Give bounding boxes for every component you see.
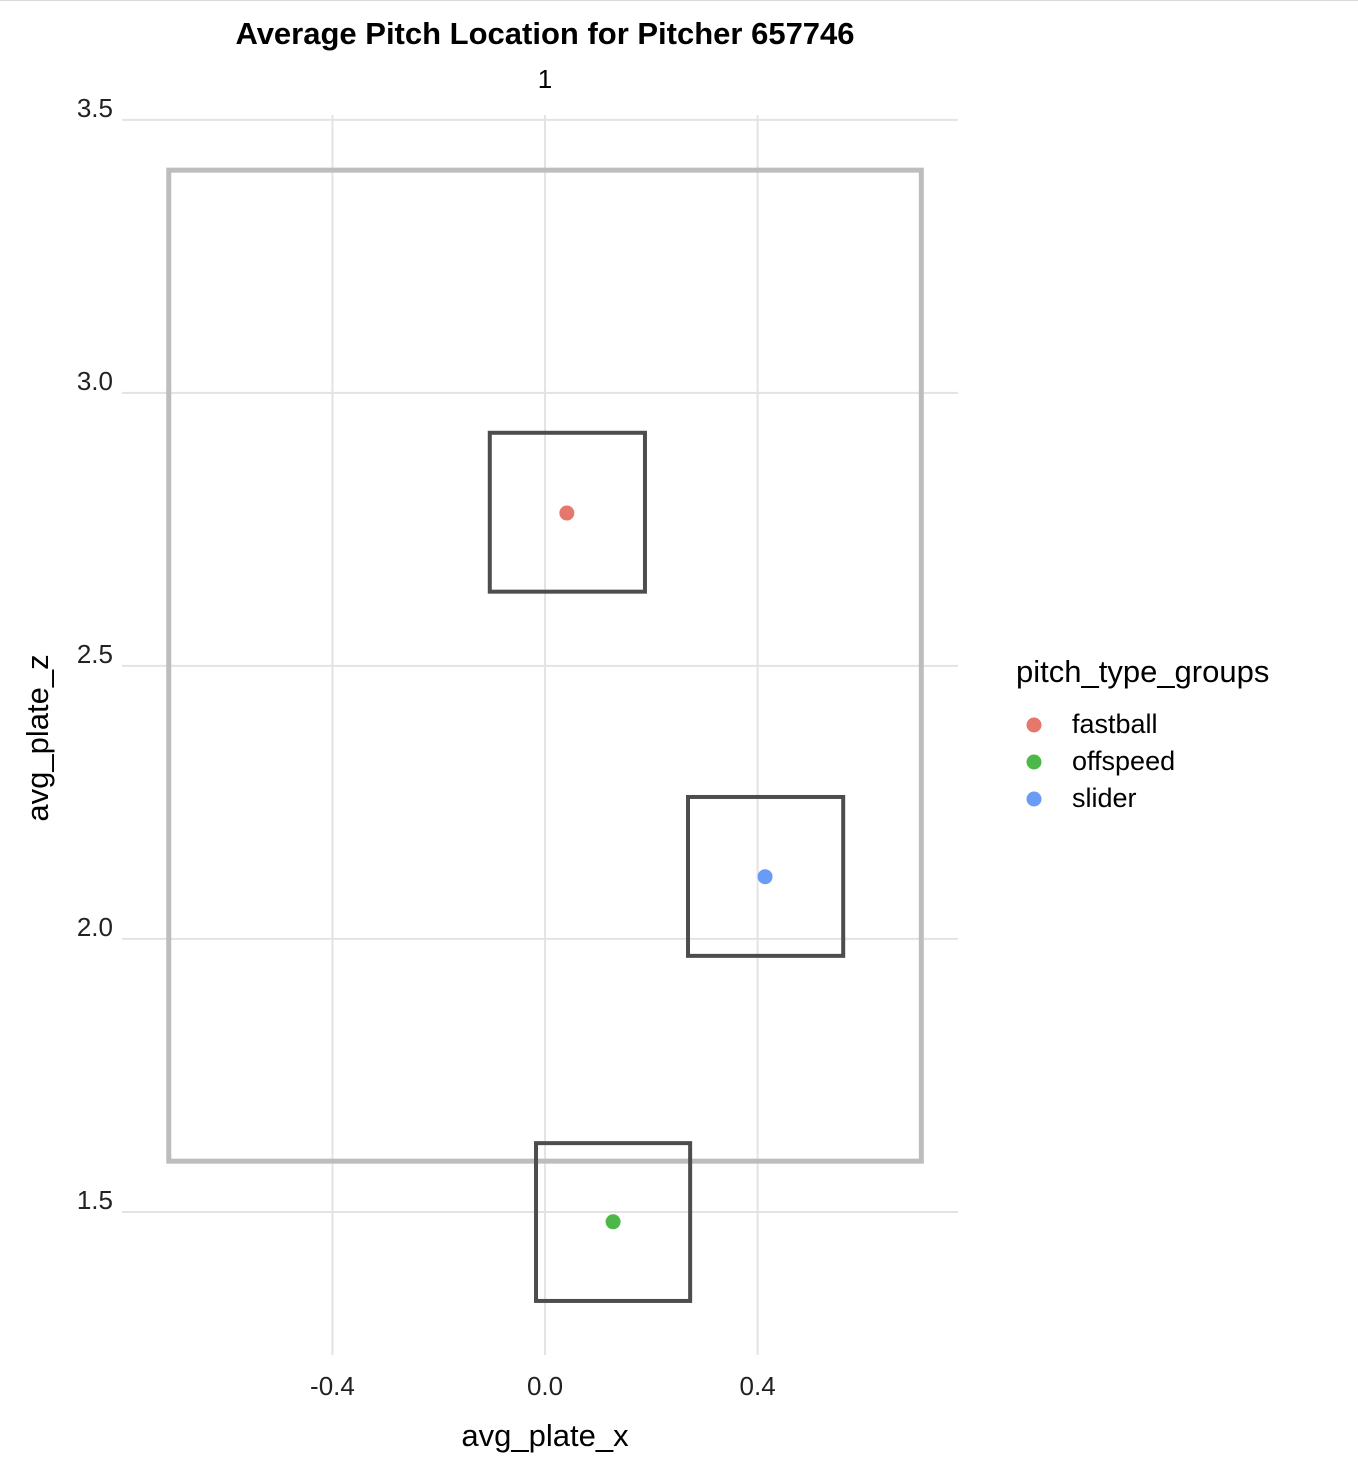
point — [605, 1214, 621, 1230]
strike-zone — [166, 167, 924, 1164]
x-axis-title: avg_plate_x — [461, 1418, 629, 1453]
x-tick-label: 0.4 — [740, 1371, 776, 1401]
x-tick-label: 0.0 — [527, 1371, 563, 1401]
range-box — [686, 794, 846, 958]
facet-label: 1 — [538, 64, 552, 94]
point — [757, 869, 773, 885]
legend-marker — [1026, 791, 1042, 807]
point — [559, 505, 575, 521]
legend-marker — [1026, 717, 1042, 733]
range-box — [487, 430, 647, 594]
range-box — [534, 1141, 693, 1303]
y-axis-title: avg_plate_z — [20, 654, 55, 821]
legend-label: fastball — [1072, 709, 1158, 739]
legend-label: offspeed — [1072, 746, 1175, 776]
y-tick-label: 2.5 — [77, 639, 113, 669]
y-tick-label: 3.0 — [77, 366, 113, 396]
y-tick-label: 1.5 — [77, 1185, 113, 1215]
chart-title: Average Pitch Location for Pitcher 65774… — [235, 16, 854, 51]
y-tick-label: 2.0 — [77, 912, 113, 942]
legend-title: pitch_type_groups — [1016, 654, 1269, 689]
legend-marker — [1026, 754, 1042, 770]
legend-label: slider — [1072, 783, 1137, 813]
x-tick-label: -0.4 — [310, 1371, 355, 1401]
y-tick-label: 3.5 — [77, 93, 113, 123]
